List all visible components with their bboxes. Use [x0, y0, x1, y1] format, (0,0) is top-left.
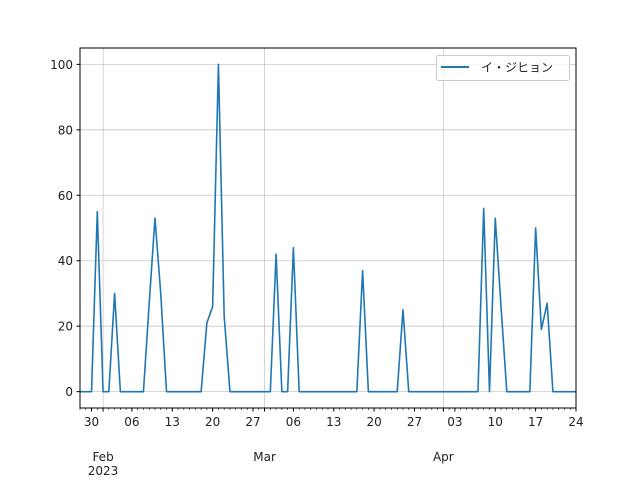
x-tick-label: 20 [366, 415, 381, 429]
x-tick-label: 27 [245, 415, 260, 429]
legend: イ・ジヒョン [437, 56, 570, 81]
x-tick-label: 13 [326, 415, 341, 429]
x-tick-label: 27 [407, 415, 422, 429]
x-month-label: Apr [433, 450, 454, 464]
x-tick-label: 24 [568, 415, 583, 429]
y-tick-label: 40 [58, 254, 73, 268]
y-tick-label: 60 [58, 189, 73, 203]
x-tick-label: 06 [124, 415, 139, 429]
y-tick-label: 100 [50, 58, 73, 72]
axis-ticks: 0 20 40 60 80 100 30 06 13 20 27 06 13 20 27 03 10 17 24 Fe… [50, 58, 584, 478]
series-line [80, 64, 576, 391]
y-tick-label: 0 [65, 385, 73, 399]
series-lines [80, 64, 576, 391]
x-month-label: Mar [253, 450, 276, 464]
x-tick-label: 30 [84, 415, 99, 429]
x-tick-label: 03 [447, 415, 462, 429]
x-tick-label: 06 [286, 415, 301, 429]
x-month-label: Feb [92, 450, 113, 464]
y-tick-label: 20 [58, 320, 73, 334]
x-tick-label: 17 [528, 415, 543, 429]
x-tick-label: 10 [488, 415, 503, 429]
x-year-label: 2023 [88, 464, 119, 478]
x-tick-label: 13 [165, 415, 180, 429]
x-tick-label: 20 [205, 415, 220, 429]
y-tick-label: 80 [58, 123, 73, 137]
legend-label: イ・ジヒョン [481, 61, 553, 75]
